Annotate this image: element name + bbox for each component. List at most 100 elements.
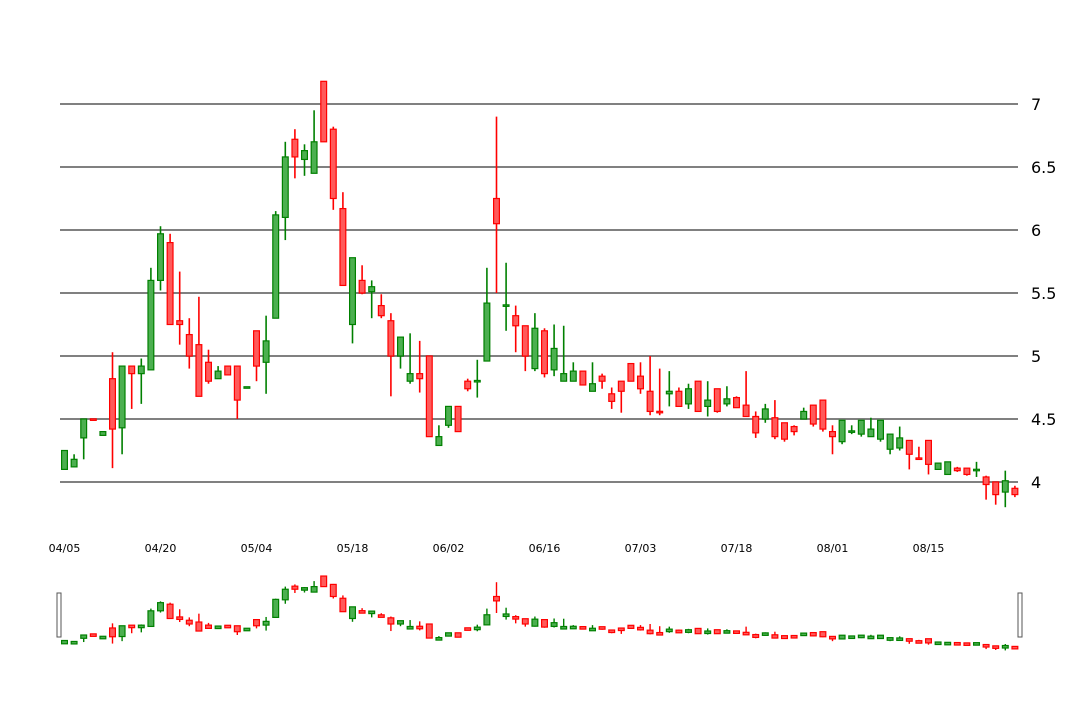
candle-body-53	[570, 371, 576, 381]
navigator-candles	[62, 576, 1018, 650]
candle-body-14	[196, 345, 202, 397]
y-tick-label-7: 7	[1031, 95, 1041, 114]
nav-candle-body-64	[676, 630, 682, 633]
candle-body-81	[839, 420, 845, 441]
nav-candle-body-2	[81, 635, 87, 638]
candle-body-82	[849, 431, 855, 433]
candle-body-8	[138, 366, 144, 374]
nav-candle-body-19	[244, 628, 250, 631]
candle-body-71	[743, 405, 749, 416]
candle-body-79	[820, 400, 826, 429]
nav-candle-body-63	[666, 629, 672, 632]
candle-body-42	[465, 381, 471, 389]
nav-candle-body-65	[686, 630, 692, 633]
candle-body-89	[916, 458, 922, 460]
candle-body-45	[494, 199, 500, 224]
candle-body-12	[177, 321, 183, 325]
nav-candle-body-52	[561, 626, 567, 629]
y-tick-label-5: 5	[1031, 347, 1041, 366]
nav-candle-body-25	[302, 588, 308, 591]
nav-candle-body-75	[782, 636, 788, 639]
candle-body-87	[897, 438, 903, 448]
candle-body-27	[321, 81, 327, 141]
candle-body-35	[398, 337, 404, 356]
candle-body-18	[234, 366, 240, 400]
candle-body-54	[580, 371, 586, 385]
nav-candle-body-39	[436, 638, 442, 641]
candle-body-33	[378, 306, 384, 316]
nav-candle-body-51	[551, 623, 557, 627]
range-navigator[interactable]	[57, 576, 1022, 650]
nav-candle-body-22	[273, 599, 279, 617]
candle-body-56	[599, 376, 605, 381]
navigator-left-handle[interactable]	[57, 593, 61, 637]
candle-body-80	[830, 432, 836, 437]
nav-candle-body-17	[225, 625, 231, 628]
x-tick-label-0420: 04/20	[145, 542, 177, 555]
nav-candle-body-0	[62, 641, 68, 644]
candle-body-44	[484, 303, 490, 361]
nav-candle-body-97	[993, 646, 999, 649]
y-tick-label-6: 6	[1031, 221, 1041, 240]
nav-candle-body-31	[359, 611, 365, 614]
candle-body-52	[561, 374, 567, 382]
nav-candle-body-46	[503, 614, 509, 617]
candle-body-41	[455, 406, 461, 431]
candle-body-11	[167, 243, 173, 325]
nav-candle-body-41	[455, 633, 461, 637]
candle-body-34	[388, 321, 394, 356]
nav-candle-body-98	[1002, 646, 1008, 649]
candle-body-76	[791, 427, 797, 432]
candle-body-64	[676, 391, 682, 406]
candle-body-20	[254, 331, 260, 366]
nav-candle-body-58	[618, 628, 624, 631]
candle-body-84	[868, 429, 874, 437]
nav-candle-body-57	[609, 630, 615, 633]
nav-candle-body-85	[878, 635, 884, 638]
nav-candle-body-20	[254, 620, 260, 626]
candle-body-3	[90, 419, 96, 421]
navigator-right-handle[interactable]	[1018, 593, 1022, 637]
nav-candle-body-24	[292, 586, 298, 589]
nav-candle-body-91	[935, 642, 941, 645]
y-tick-label-4-5: 4.5	[1031, 410, 1056, 429]
nav-candle-body-13	[186, 620, 192, 624]
nav-candle-body-69	[724, 631, 730, 634]
x-tick-label-0801: 08/01	[817, 542, 849, 555]
candle-body-25	[302, 151, 308, 160]
candle-body-83	[858, 420, 864, 434]
nav-candle-body-59	[628, 625, 634, 628]
candle-body-38	[426, 356, 432, 437]
candle-body-67	[705, 400, 711, 406]
nav-candle-body-27	[321, 576, 327, 587]
nav-candle-body-26	[311, 587, 317, 593]
candle-body-91	[935, 463, 941, 469]
candle-body-74	[772, 418, 778, 437]
candle-body-16	[215, 371, 221, 379]
nav-candle-body-1	[71, 641, 77, 644]
nav-candle-body-68	[714, 630, 720, 634]
nav-candle-body-15	[206, 625, 212, 628]
x-tick-label-0602: 06/02	[433, 542, 465, 555]
x-tick-label-0518: 05/18	[337, 542, 369, 555]
nav-candle-body-50	[542, 620, 548, 627]
candle-body-55	[590, 384, 596, 392]
candle-body-66	[695, 381, 701, 411]
x-tick-label-0405: 04/05	[49, 542, 81, 555]
candle-body-2	[81, 419, 87, 438]
candle-body-95	[974, 469, 980, 471]
candle-body-96	[983, 477, 989, 485]
nav-candle-body-34	[388, 618, 394, 624]
nav-candle-body-74	[772, 635, 778, 638]
nav-candle-body-4	[100, 636, 106, 639]
candle-body-30	[350, 258, 356, 325]
nav-candle-body-42	[465, 628, 471, 631]
candle-body-17	[225, 366, 231, 375]
candle-body-49	[532, 328, 538, 368]
candle-body-62	[657, 411, 663, 413]
nav-candle-body-79	[820, 632, 826, 637]
x-tick-label-0703: 07/03	[625, 542, 657, 555]
y-axis-labels: 4 4.5 5 5.5 6 6.5 7	[1031, 95, 1056, 492]
candle-body-77	[801, 411, 807, 419]
